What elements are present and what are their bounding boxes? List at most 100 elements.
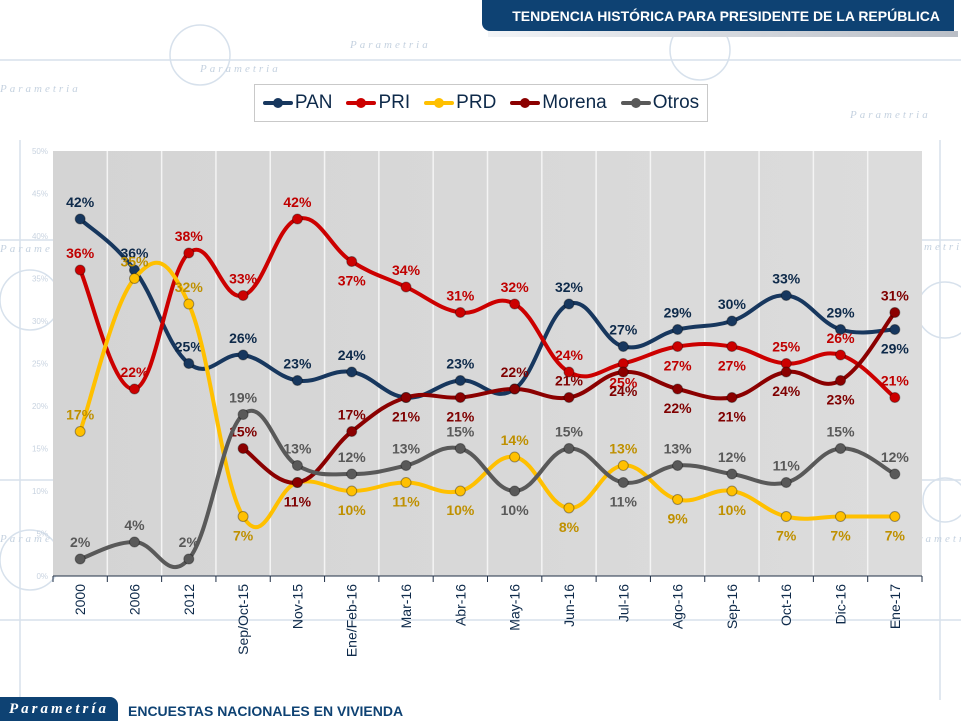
data-label-pan: 36% [120, 245, 149, 261]
data-label-prd: 10% [338, 502, 367, 518]
y-tick-label: 45% [32, 190, 48, 199]
data-point-morena [237, 443, 249, 454]
legend-item-prd: PRD [424, 92, 496, 114]
data-label-prd: 35% [120, 254, 149, 270]
data-label-pan: 29% [664, 305, 693, 321]
data-point-otros [617, 477, 629, 488]
data-label-pan: 24% [338, 347, 367, 363]
data-label-otros: 11% [610, 494, 638, 510]
data-point-prd [563, 502, 575, 514]
data-point-prd [237, 511, 249, 522]
data-point-pri [672, 341, 684, 352]
data-point-pan [726, 315, 738, 327]
data-point-pan [183, 358, 195, 369]
data-label-otros: 15% [555, 424, 584, 440]
legend-label: PRD [456, 92, 497, 113]
x-tick-label: Sep-16 [724, 584, 740, 629]
data-label-pri: 31% [446, 288, 475, 304]
legend-item-otros: Otros [620, 92, 700, 114]
data-label-prd: 7% [885, 528, 906, 544]
y-tick-label: 10% [32, 487, 48, 496]
data-point-otros [128, 536, 140, 548]
data-label-prd: 8% [559, 519, 580, 535]
data-label-otros: 2% [70, 534, 91, 550]
x-tick-label: Dic-16 [833, 584, 849, 625]
data-label-prd: 32% [175, 279, 204, 295]
x-tick-label: 2006 [126, 584, 142, 615]
data-point-otros [509, 485, 521, 497]
data-point-morena [726, 392, 738, 403]
data-point-prd [74, 426, 86, 437]
data-label-pri: 33% [229, 271, 258, 287]
data-point-otros [291, 460, 303, 471]
data-label-otros: 12% [718, 449, 747, 465]
data-point-prd [889, 511, 901, 522]
data-point-pri [454, 307, 466, 318]
data-point-prd [672, 494, 684, 505]
data-label-pri: 27% [664, 358, 693, 374]
data-point-pri [128, 383, 140, 395]
data-point-pri [563, 366, 575, 378]
data-point-pri [400, 281, 412, 293]
data-point-pan [617, 341, 629, 352]
data-point-otros [563, 443, 575, 454]
data-point-pan [74, 213, 86, 225]
data-point-morena [617, 366, 629, 378]
legend-label: Otros [652, 92, 700, 113]
data-label-pri: 36% [66, 245, 95, 261]
data-point-morena [291, 477, 303, 488]
legend-item-pan: PAN [262, 92, 332, 114]
x-tick-label: Sep/Oct-15 [235, 584, 251, 655]
data-point-prd [183, 298, 195, 310]
data-point-pan [237, 349, 249, 361]
x-tick-label: Ago-16 [670, 584, 686, 629]
data-label-morena: 22% [501, 364, 530, 380]
data-point-pri [74, 264, 86, 276]
page-title: TENDENCIA HISTÓRICA PARA PRESIDENTE DE L… [482, 0, 954, 31]
data-point-pan [454, 375, 466, 386]
data-point-otros [237, 409, 249, 420]
data-label-prd: 9% [667, 511, 688, 527]
data-label-pan: 25% [175, 339, 204, 355]
x-tick-label: Oct-16 [778, 584, 794, 626]
data-label-prd: 13% [609, 441, 638, 457]
data-point-prd [400, 477, 412, 488]
y-tick-label: 35% [32, 275, 48, 284]
data-label-pri: 21% [881, 373, 910, 389]
y-tick-label: 25% [32, 360, 48, 369]
data-label-pan: 32% [555, 279, 584, 295]
data-point-pri [509, 298, 521, 310]
data-point-pri [291, 213, 303, 225]
data-point-pan [672, 324, 684, 335]
data-label-otros: 12% [338, 449, 367, 465]
data-label-pri: 42% [283, 194, 312, 210]
data-point-otros [672, 460, 684, 471]
y-tick-label: 40% [32, 232, 48, 241]
series-line-otros [78, 409, 897, 570]
data-label-otros: 19% [229, 390, 258, 406]
data-point-otros [346, 468, 358, 480]
svg-text:Parametria: Parametria [849, 109, 931, 121]
data-label-pri: 22% [120, 364, 149, 380]
legend-label: Morena [542, 92, 607, 113]
data-point-otros [780, 477, 792, 488]
data-label-prd: 10% [718, 502, 747, 518]
data-point-pan [780, 290, 792, 301]
legend-swatch-icon [510, 97, 541, 109]
data-label-otros: 13% [283, 441, 312, 457]
data-point-pri [835, 349, 847, 361]
data-point-pri [346, 256, 358, 267]
data-point-otros [835, 443, 847, 454]
data-point-prd [617, 460, 629, 471]
legend-item-morena: Morena [510, 92, 607, 114]
data-label-morena: 11% [284, 494, 312, 510]
legend-swatch-icon [346, 97, 377, 109]
data-label-pri: 27% [718, 358, 747, 374]
data-label-otros: 11% [773, 458, 801, 474]
data-label-morena: 24% [772, 383, 801, 399]
x-tick-label: Jul-16 [615, 584, 631, 622]
data-point-pan [889, 324, 901, 335]
line-chart: 0% 5% 10% 15% 20% 25% 30% 35% 40% 45% 50% 2000 2006 2… [32, 147, 923, 657]
data-label-morena: 23% [827, 392, 856, 408]
y-tick-label: 20% [32, 402, 48, 411]
